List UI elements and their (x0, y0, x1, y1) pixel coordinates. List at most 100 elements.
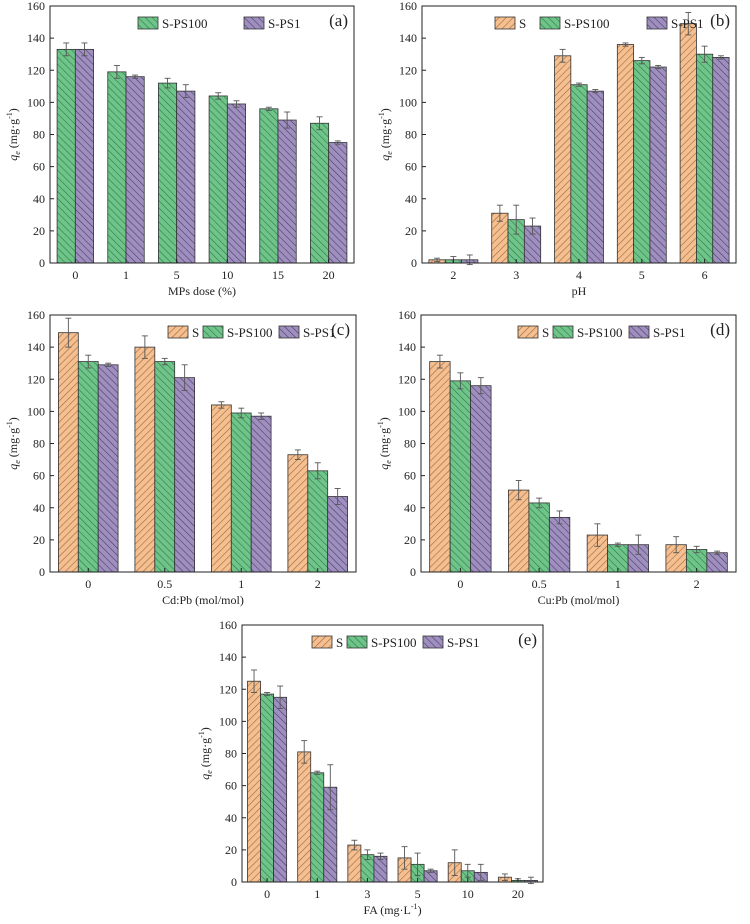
x-tick-label: 0 (457, 577, 463, 591)
error-bar-S-PS100-0.5 (161, 357, 168, 366)
error-bar-S-PS100-2 (314, 462, 321, 480)
error-bar-S-PS1-0.5 (181, 364, 188, 391)
bar-S-PS100-1 (310, 772, 325, 883)
error-bar-S-PS1-5 (655, 64, 662, 70)
error-bar-S-0 (251, 669, 258, 693)
bar-S-0 (247, 680, 261, 883)
error-bar-S-PS1-1 (132, 74, 139, 79)
bar-S-PS1-10 (226, 103, 246, 264)
bar-S-0 (58, 332, 79, 573)
y-tick-label: 100 (219, 714, 237, 728)
legend-swatch-S-PS1 (628, 325, 650, 339)
x-axis-label: MPs dose (%) (168, 284, 236, 298)
legend-label-S: S (336, 635, 343, 650)
bar-S-PS1-0.5 (548, 516, 571, 573)
y-tick-label: 120 (398, 372, 416, 386)
error-bar-S-PS1-6 (717, 55, 724, 60)
legend-label-S: S (519, 16, 526, 31)
error-bar-S-PS100-2 (693, 545, 700, 554)
y-tick-label: 40 (33, 192, 45, 206)
y-tick-label: 60 (225, 779, 237, 793)
legend: S S-PS100 S-PS1 (311, 635, 480, 650)
x-axis-label: Cd:Pb (mol/mol) (162, 593, 244, 607)
error-bar-S-PS1-0 (477, 377, 484, 395)
error-bar-S-0.5 (141, 335, 148, 359)
x-tick-label: 20 (323, 268, 335, 282)
bar-S-PS100-1 (230, 412, 252, 573)
y-tick-label: 20 (33, 533, 45, 547)
y-tick-label: 60 (33, 160, 45, 174)
error-bar-S-5 (401, 846, 408, 870)
y-tick-label: 100 (398, 404, 416, 418)
y-tick-label: 0 (231, 875, 237, 889)
legend-swatch-S (494, 16, 516, 30)
error-bar-S-PS1-3 (377, 852, 384, 860)
bar-S-0 (429, 361, 451, 573)
bar-S-PS1-5 (176, 90, 196, 264)
y-axis-label: qe (mg·g-1) (377, 108, 394, 161)
bar-S-PS1-0 (273, 696, 288, 883)
error-bar-S-PS100-10 (464, 863, 471, 878)
bar-S-PS1-1 (250, 415, 272, 573)
error-bar-S-PS1-5 (182, 84, 189, 99)
x-tick-label: 5 (174, 268, 180, 282)
legend-label-S-PS100: S-PS100 (371, 635, 417, 650)
y-tick-label: 40 (225, 811, 237, 825)
x-tick-label: 0 (85, 577, 91, 591)
y-tick-label: 160 (27, 308, 45, 322)
bar-S-PS100-0 (260, 693, 275, 883)
error-bar-S-PS100-15 (265, 106, 272, 111)
legend: S S-PS100 S-PS1 (167, 325, 336, 340)
x-tick-label: 15 (272, 268, 284, 282)
error-bar-S-10 (451, 849, 458, 877)
x-tick-label: 4 (576, 268, 582, 282)
bar-S-PS100-0.5 (154, 361, 176, 573)
legend-label-S-PS100: S-PS100 (577, 325, 623, 340)
y-tick-label: 80 (33, 128, 45, 142)
legend-label-S-PS1: S-PS1 (671, 16, 704, 31)
bar-S-PS1-5 (649, 66, 667, 264)
error-bar-S-PS100-1 (614, 542, 621, 547)
bar-S-4 (554, 55, 572, 264)
error-bar-S-0.5 (515, 479, 522, 501)
x-tick-label: 1 (615, 577, 621, 591)
y-axis-label: qe (mg·g-1) (5, 417, 22, 470)
bar-S-PS100-20 (310, 122, 330, 264)
y-tick-label: 140 (399, 31, 417, 45)
error-bar-S-PS1-1 (327, 764, 334, 811)
y-tick-label: 100 (27, 404, 45, 418)
bar-S-PS100-1 (107, 71, 127, 264)
error-bar-S-PS1-20 (334, 140, 341, 145)
error-bar-S-2 (673, 536, 680, 554)
legend: S S-PS100 S-PS1 (517, 325, 686, 340)
error-bar-S-PS100-0 (63, 42, 70, 57)
panel-b: 0 20 40 60 80 100 120 140 160 2 3 4 5 6 pH qe (mg·g-1) (… (377, 0, 737, 298)
x-tick-label: 3 (364, 887, 370, 901)
error-bar-S-PS100-3 (513, 204, 520, 235)
x-axis-label: FA (mg·L-1) (363, 902, 421, 917)
plot-frame (241, 624, 544, 883)
x-tick-label: 1 (123, 268, 129, 282)
y-tick-label: 0 (411, 256, 417, 270)
legend: S-PS100 S-PS1 (137, 16, 301, 31)
legend-label-S-PS1: S-PS1 (268, 16, 301, 31)
error-bar-S-PS1-4 (592, 89, 599, 94)
error-bar-S-PS100-1 (314, 770, 321, 775)
bar-S-3 (347, 844, 362, 883)
y-tick-label: 20 (404, 533, 416, 547)
panel-label: (c) (331, 320, 350, 339)
bar-S-1 (297, 751, 312, 883)
y-tick-label: 60 (33, 469, 45, 483)
bar-S-PS1-6 (712, 57, 730, 264)
error-bar-S-PS1-2 (334, 488, 341, 505)
y-tick-label: 120 (27, 63, 45, 77)
legend-label-S-PS1: S-PS1 (303, 325, 336, 340)
panel-e: 0 20 40 60 80 100 120 140 160 0 1 3 5 10 20 FA (mg·L-1)… (197, 618, 544, 917)
legend-swatch-S-PS1 (646, 16, 668, 30)
bar-S-5 (616, 44, 635, 264)
legend-swatch-S-PS1 (278, 325, 300, 339)
error-bar-S-PS100-3 (364, 849, 371, 860)
bar-S-PS100-0.5 (528, 502, 550, 573)
y-tick-label: 120 (399, 63, 417, 77)
